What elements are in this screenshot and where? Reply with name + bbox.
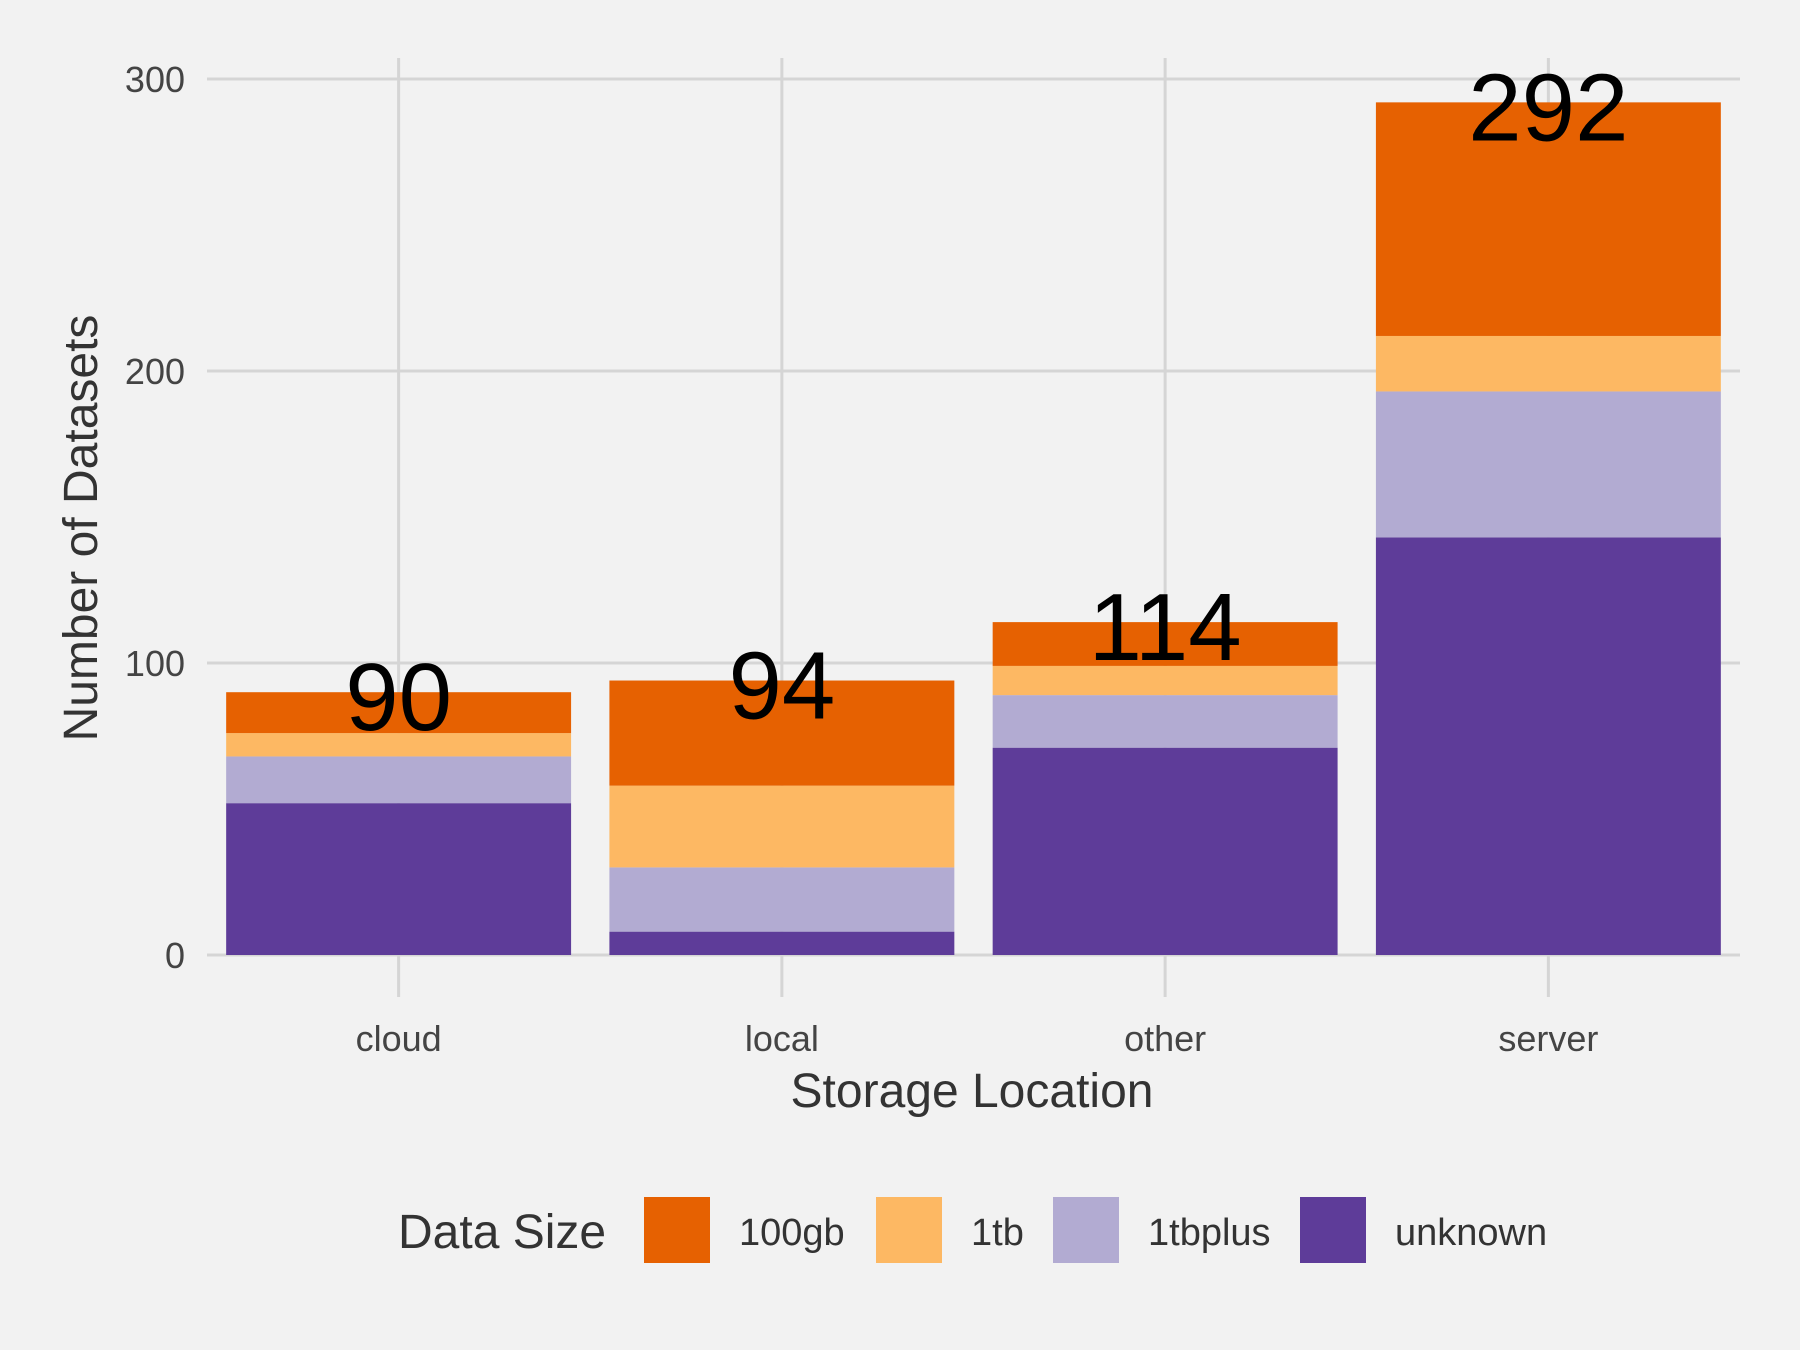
bar-server-1tbplus xyxy=(1375,391,1721,538)
bars xyxy=(226,102,1721,955)
legend: Data Size 100gb 1tb 1tbplus unknown xyxy=(398,1197,1547,1263)
bar-other-1tbplus xyxy=(992,695,1338,748)
legend-label-1tb: 1tb xyxy=(971,1212,1024,1254)
y-tick-label: 200 xyxy=(125,351,185,392)
x-tick-labels: cloud local other server xyxy=(356,1018,1599,1059)
bar-cloud-1tbplus xyxy=(226,756,572,804)
legend-swatch-1tb xyxy=(876,1197,942,1263)
bar-other-100gb xyxy=(992,622,1338,666)
legend-items: 100gb 1tb 1tbplus unknown xyxy=(644,1197,1547,1263)
x-tick-label: server xyxy=(1498,1018,1598,1059)
total-label-other: 114 xyxy=(1089,574,1242,681)
total-label-cloud: 90 xyxy=(345,644,452,751)
y-axis-title: Number of Datasets xyxy=(55,315,108,742)
legend-title: Data Size xyxy=(398,1206,606,1259)
legend-label-1tbplus: 1tbplus xyxy=(1148,1212,1271,1254)
total-labels: 90 94 114 292 xyxy=(345,54,1628,751)
bar-server-100gb xyxy=(1375,102,1721,336)
bar-cloud-1tb xyxy=(226,733,572,757)
total-label-local: 94 xyxy=(728,633,835,740)
bar-local-1tbplus xyxy=(609,867,955,932)
bar-local-100gb xyxy=(609,680,955,786)
legend-swatch-unknown xyxy=(1300,1197,1366,1263)
x-axis-title: Storage Location xyxy=(791,1065,1154,1118)
y-tick-label: 100 xyxy=(125,643,185,684)
total-label-server: 292 xyxy=(1468,54,1628,161)
bar-server-unknown xyxy=(1375,537,1721,955)
bar-cloud-100gb xyxy=(226,692,572,734)
legend-swatch-1tbplus xyxy=(1053,1197,1119,1263)
y-tick-labels: 0 100 200 300 xyxy=(125,59,185,976)
y-tick-label: 300 xyxy=(125,59,185,100)
x-tick-label: cloud xyxy=(356,1018,442,1059)
bar-other-unknown xyxy=(992,747,1338,955)
bar-other-1tb xyxy=(992,665,1338,696)
bar-cloud-unknown xyxy=(226,803,572,955)
x-tick-label: local xyxy=(745,1018,819,1059)
legend-swatch-100gb xyxy=(644,1197,710,1263)
x-tick-label: other xyxy=(1124,1018,1206,1059)
legend-label-100gb: 100gb xyxy=(739,1212,845,1254)
y-tick-label: 0 xyxy=(165,935,185,976)
legend-label-unknown: unknown xyxy=(1395,1212,1547,1254)
bar-local-unknown xyxy=(609,931,955,955)
bar-server-1tb xyxy=(1375,335,1721,392)
bar-local-1tb xyxy=(609,785,955,868)
